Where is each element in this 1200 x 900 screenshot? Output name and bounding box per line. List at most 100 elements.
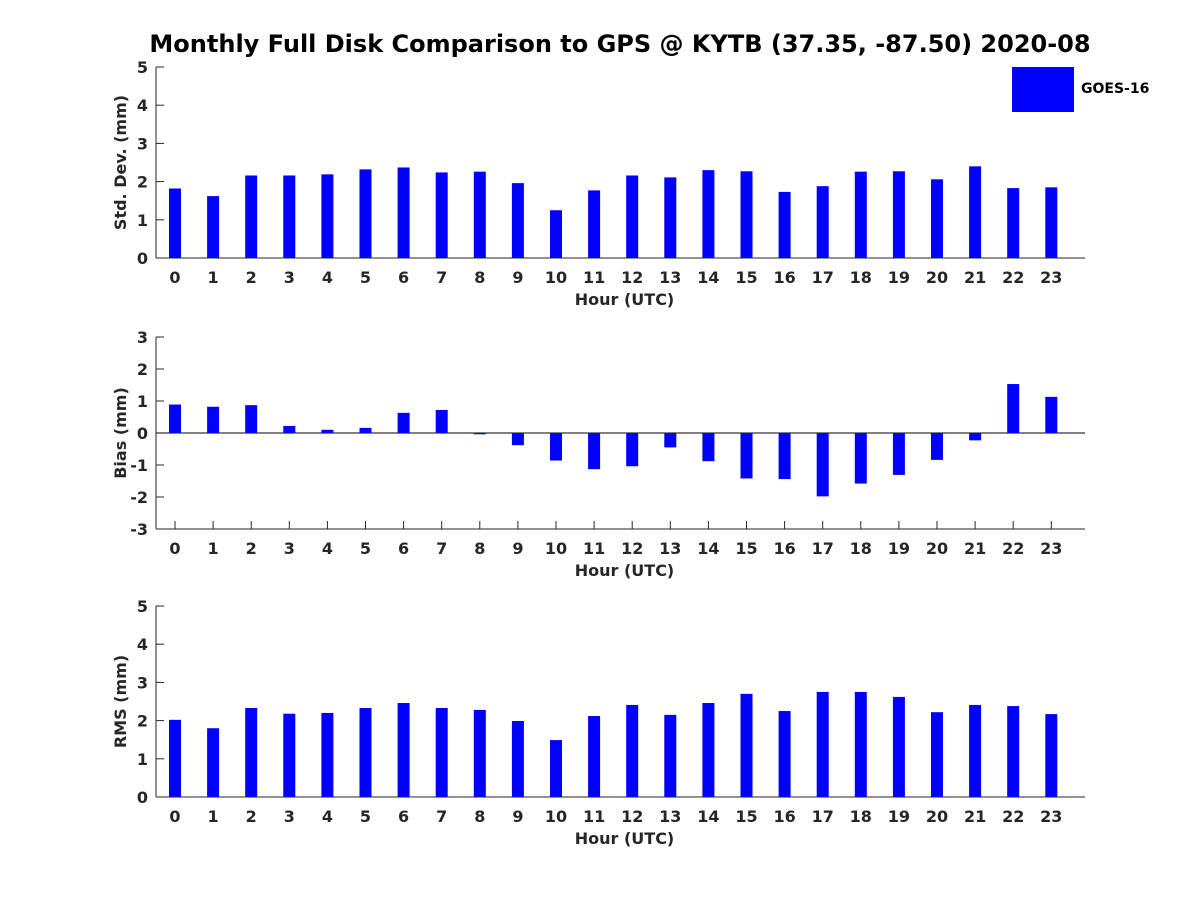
bar [931, 433, 943, 460]
x-tick-label: 12 [621, 268, 643, 287]
x-tick-label: 16 [773, 539, 795, 558]
x-tick-label: 1 [208, 807, 219, 826]
bar [321, 712, 334, 797]
x-tick-label: 19 [888, 268, 910, 287]
x-tick-label: 12 [621, 807, 643, 826]
bar [892, 696, 905, 797]
bar [511, 183, 524, 258]
bar [283, 175, 296, 258]
y-tick-label: 5 [137, 58, 148, 77]
x-tick-label: 22 [1002, 807, 1024, 826]
x-tick-label: 8 [474, 539, 485, 558]
bar [664, 433, 677, 448]
y-tick-label: 4 [137, 96, 148, 115]
bar [511, 720, 524, 797]
x-tick-label: 18 [850, 268, 872, 287]
x-tick-label: 21 [964, 539, 986, 558]
bar [511, 433, 524, 446]
bar [778, 711, 791, 797]
bar [245, 405, 258, 433]
x-tick-label: 0 [169, 807, 180, 826]
bar [740, 693, 753, 797]
x-tick-label: 9 [512, 539, 523, 558]
y-tick-label: 1 [137, 392, 148, 411]
bar [1045, 187, 1058, 258]
x-tick-label: 14 [697, 268, 719, 287]
bar [969, 433, 982, 441]
x-tick-label: 10 [545, 807, 567, 826]
bar [664, 714, 677, 797]
bar [740, 433, 753, 479]
x-tick-label: 15 [735, 539, 757, 558]
bar [816, 433, 829, 497]
bar [778, 191, 791, 258]
bar [397, 412, 410, 433]
y-tick-label: 2 [137, 712, 148, 731]
x-tick-label: 11 [583, 807, 605, 826]
y-tick-label: -3 [130, 520, 148, 539]
x-tick-label: 7 [436, 268, 447, 287]
y-axis-label: RMS (mm) [111, 655, 130, 748]
y-tick-label: -2 [130, 488, 148, 507]
bar [740, 171, 753, 258]
bar [1007, 188, 1020, 258]
bar [588, 433, 601, 470]
x-tick-label: 3 [284, 268, 295, 287]
bar [626, 704, 639, 797]
bar [1045, 396, 1058, 433]
bar [969, 166, 982, 258]
x-tick-label: 0 [169, 268, 180, 287]
x-tick-label: 19 [888, 539, 910, 558]
legend: GOES-16 [1012, 67, 1182, 113]
bar [1007, 706, 1020, 797]
x-tick-label: 6 [398, 539, 409, 558]
x-tick-label: 2 [246, 539, 257, 558]
x-tick-label: 9 [512, 807, 523, 826]
x-tick-label: 18 [850, 807, 872, 826]
x-axis-label: Hour (UTC) [575, 829, 675, 848]
bar [1007, 384, 1020, 433]
x-tick-label: 13 [659, 807, 681, 826]
x-tick-label: 6 [398, 268, 409, 287]
y-tick-label: 3 [137, 673, 148, 692]
y-tick-label: -1 [130, 456, 148, 475]
x-tick-label: 10 [545, 539, 567, 558]
x-tick-label: 12 [621, 539, 643, 558]
bar [397, 167, 410, 258]
bar [664, 177, 677, 258]
bar [892, 171, 905, 258]
y-tick-label: 2 [137, 173, 148, 192]
x-tick-label: 2 [246, 807, 257, 826]
bar [702, 703, 715, 797]
x-tick-label: 5 [360, 268, 371, 287]
y-tick-label: 2 [137, 360, 148, 379]
bar [397, 703, 410, 797]
x-tick-label: 9 [512, 268, 523, 287]
x-tick-label: 8 [474, 807, 485, 826]
bar [550, 210, 562, 258]
x-tick-label: 7 [436, 539, 447, 558]
bar [626, 175, 639, 258]
bar [1045, 714, 1058, 797]
bar [969, 704, 982, 797]
bar [207, 406, 220, 433]
bar [892, 433, 905, 475]
bar [588, 716, 601, 797]
bar [207, 728, 220, 797]
x-tick-label: 4 [322, 807, 333, 826]
x-tick-label: 1 [208, 539, 219, 558]
y-tick-label: 3 [137, 328, 148, 347]
bar [854, 433, 867, 484]
bar [550, 433, 562, 461]
x-tick-label: 3 [284, 539, 295, 558]
bar [588, 190, 601, 258]
x-tick-label: 15 [735, 268, 757, 287]
y-tick-label: 1 [137, 211, 148, 230]
y-tick-label: 0 [137, 788, 148, 807]
y-axis-label: Std. Dev. (mm) [111, 95, 130, 230]
x-tick-label: 4 [322, 539, 333, 558]
bar [550, 740, 562, 797]
